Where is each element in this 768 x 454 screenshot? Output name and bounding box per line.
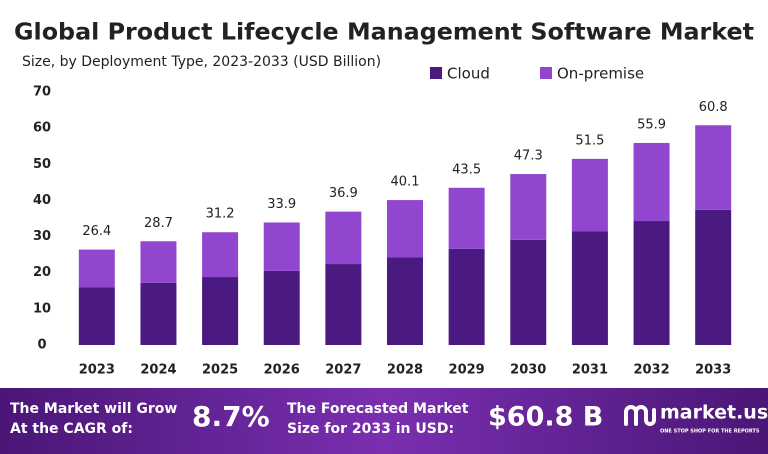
x-tick-label: 2024 <box>140 363 176 378</box>
total-label: 28.7 <box>144 216 173 231</box>
bar-segment <box>633 221 670 345</box>
x-tick-label: 2029 <box>449 363 485 378</box>
footer-value: $60.8 B <box>488 402 603 433</box>
bar-segment <box>78 287 115 345</box>
bar-segment <box>263 270 300 345</box>
bar-segment <box>510 239 547 345</box>
x-tick-label: 2032 <box>633 363 669 378</box>
x-tick-label: 2031 <box>572 363 608 378</box>
total-label: 55.9 <box>637 117 666 132</box>
chart-subtitle: Size, by Deployment Type, 2023-2033 (USD… <box>22 54 381 70</box>
legend-label: Cloud <box>447 65 490 83</box>
footer-text: The Forecasted Market <box>287 401 469 417</box>
total-label: 47.3 <box>514 149 543 164</box>
x-tick-label: 2026 <box>264 363 300 378</box>
bar-segment <box>571 231 608 345</box>
footer-band <box>0 388 768 454</box>
logo-icon <box>624 405 656 426</box>
footer-text: At the CAGR of: <box>10 421 133 437</box>
total-label: 33.9 <box>267 197 296 212</box>
legend-swatch <box>430 67 442 79</box>
y-tick-label: 50 <box>33 157 51 172</box>
y-tick-label: 30 <box>33 229 51 244</box>
x-tick-label: 2030 <box>510 363 546 378</box>
total-label: 60.8 <box>699 100 728 115</box>
footer-text: Size for 2033 in USD: <box>287 421 454 437</box>
tagline: ONE STOP SHOP FOR THE REPORTS <box>660 429 760 435</box>
bar-segment <box>695 209 732 345</box>
y-tick-label: 10 <box>33 301 51 316</box>
bar-segment <box>263 222 300 271</box>
bar-segment <box>387 257 423 345</box>
total-label: 40.1 <box>391 175 420 190</box>
total-label: 31.2 <box>206 207 235 222</box>
bar-segment <box>510 174 547 240</box>
x-tick-label: 2027 <box>325 363 361 378</box>
total-label: 43.5 <box>452 162 481 177</box>
legend-swatch <box>540 67 552 79</box>
y-tick-label: 0 <box>37 338 46 353</box>
bar-segment <box>78 249 115 288</box>
x-tick-label: 2028 <box>387 363 423 378</box>
bar-segment <box>325 264 362 345</box>
bar-segment <box>325 211 362 265</box>
bar-segment <box>448 248 485 345</box>
bar-segment <box>633 142 670 222</box>
bar-segment <box>140 241 177 283</box>
x-tick-label: 2033 <box>695 363 731 378</box>
bar-segment <box>448 187 485 249</box>
y-tick-label: 20 <box>33 265 51 280</box>
x-tick-label: 2023 <box>79 363 115 378</box>
bar-segment <box>140 282 177 345</box>
y-tick-label: 60 <box>33 121 51 136</box>
legend-label: On-premise <box>557 65 644 83</box>
y-tick-label: 70 <box>33 85 51 100</box>
footer-text: The Market will Grow <box>10 401 177 417</box>
bar-segment <box>202 232 239 278</box>
footer-value: 8.7% <box>192 400 270 433</box>
bar-segment <box>571 158 608 232</box>
x-tick-label: 2025 <box>202 363 238 378</box>
bar-segment <box>387 200 423 258</box>
bar-segment <box>202 277 239 345</box>
total-label: 26.4 <box>82 224 111 239</box>
y-tick-label: 40 <box>33 193 51 208</box>
bar-segment <box>695 125 732 210</box>
brand: market.us <box>660 402 768 424</box>
chart-title: Global Product Lifecycle Management Soft… <box>14 20 754 46</box>
total-label: 51.5 <box>575 133 604 148</box>
total-label: 36.9 <box>329 186 358 201</box>
